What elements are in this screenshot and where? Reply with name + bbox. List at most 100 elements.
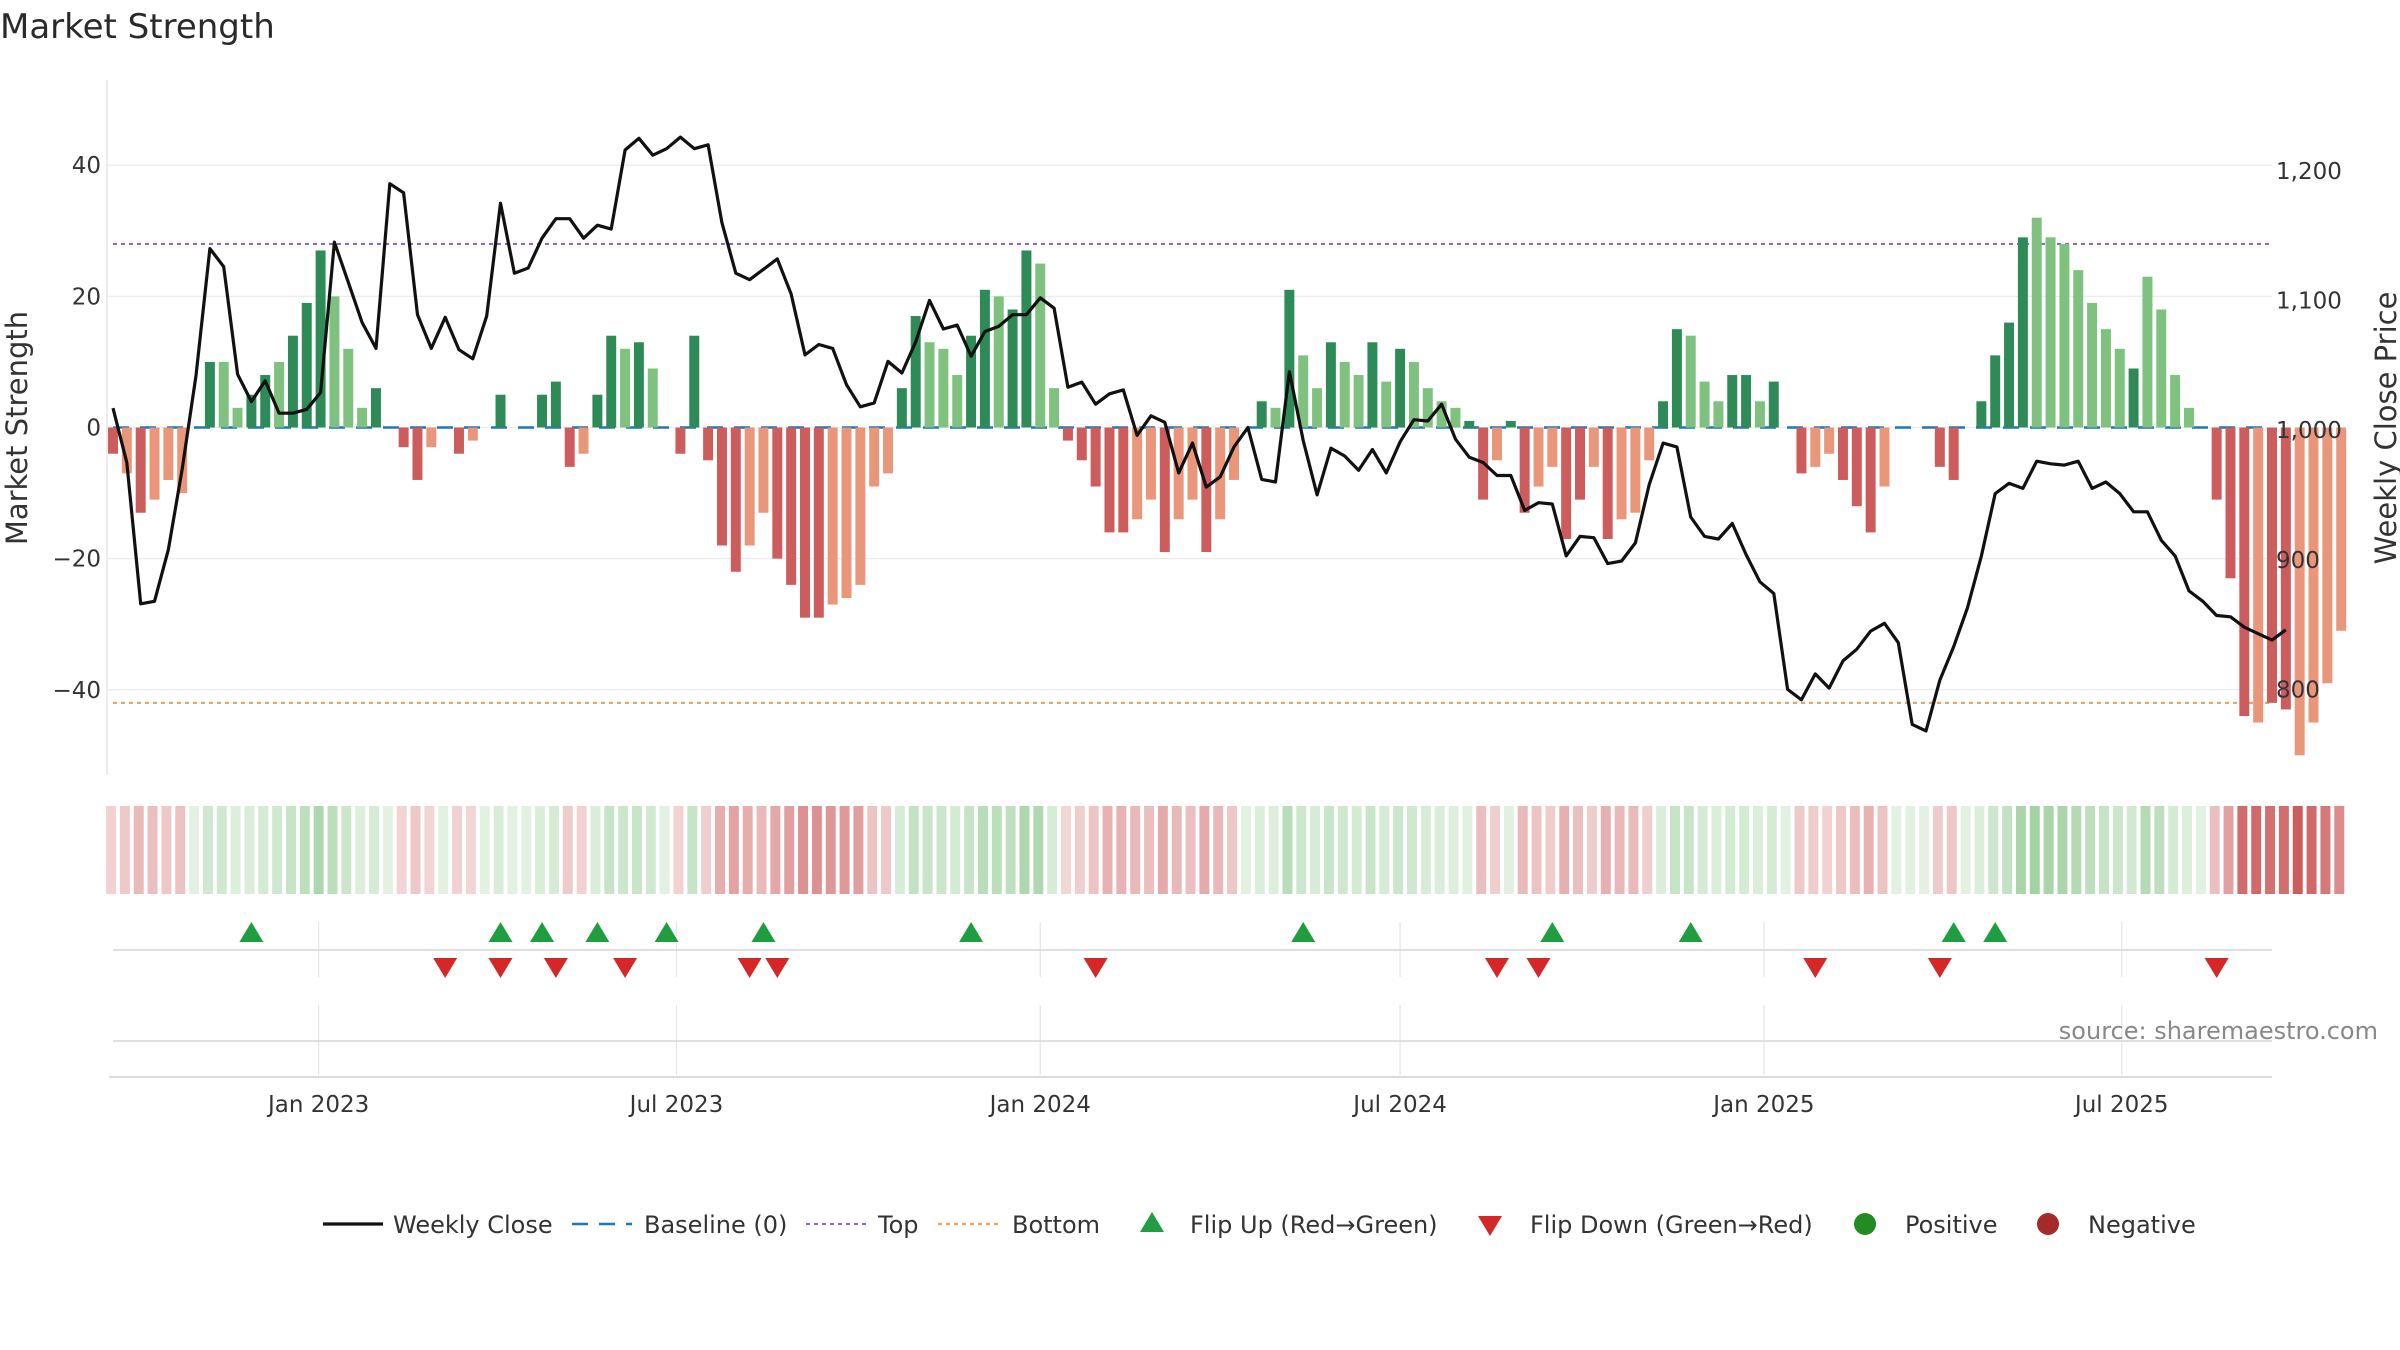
flip-markers: [109, 922, 2272, 1078]
heat-cell: [2195, 806, 2206, 894]
strength-bar: [703, 427, 714, 461]
flip-up-marker: [1678, 922, 1703, 942]
strength-bar: [827, 427, 838, 605]
strength-bar: [1436, 401, 1447, 428]
strength-bar: [924, 342, 935, 428]
x-tick-label: Jul 2024: [1351, 1092, 1447, 1118]
left-tick-label: 20: [72, 284, 101, 310]
strength-bar: [841, 427, 852, 598]
strength-bar: [467, 427, 478, 441]
strength-bar: [1076, 427, 1087, 461]
strength-bar: [772, 427, 783, 559]
strength-bar: [2017, 237, 2028, 428]
heat-cell: [493, 806, 504, 894]
x-tick-label: Jan 2024: [988, 1092, 1091, 1118]
heat-cell: [175, 806, 186, 894]
heat-cell: [576, 806, 587, 894]
heat-cell: [1157, 806, 1168, 894]
heat-cell: [1531, 806, 1542, 894]
heat-cell: [1628, 806, 1639, 894]
heat-cell: [1061, 806, 1071, 894]
strength-bar: [398, 427, 409, 448]
legend-item-negative: Negative: [2037, 1211, 2196, 1239]
axes: 40 20 0 −20 −40 1,200 1,100 1,000 900 800 Jan 2023…: [52, 80, 2342, 1118]
heat-cell: [1725, 806, 1736, 894]
heat-cell: [936, 806, 947, 894]
strength-bar: [1602, 427, 1613, 539]
strength-bar: [2156, 309, 2167, 428]
heat-cell: [1254, 806, 1265, 894]
heat-cell: [1669, 806, 1680, 894]
heat-cell: [216, 806, 227, 894]
strength-bar: [2225, 427, 2236, 579]
flip-up-marker: [1941, 922, 1966, 942]
heat-cell: [1296, 806, 1307, 894]
heat-cell: [1227, 806, 1238, 894]
left-tick-label: 0: [86, 416, 101, 442]
strength-bar: [1049, 388, 1060, 428]
heat-cell: [313, 806, 324, 894]
heat-cell: [1545, 806, 1556, 894]
heat-cell: [2265, 806, 2276, 894]
heat-cell: [1171, 806, 1182, 894]
heat-cell: [1919, 806, 1930, 894]
strength-bar: [2170, 375, 2181, 428]
heat-cell: [161, 806, 172, 894]
heat-cell: [991, 806, 1002, 894]
strength-bar: [1616, 427, 1627, 520]
heat-cell: [1476, 806, 1487, 894]
heat-cell: [1849, 806, 1860, 894]
strength-bar: [1339, 361, 1350, 428]
legend-label: Weekly Close: [393, 1211, 553, 1239]
heat-cell: [1946, 806, 1957, 894]
strength-bar: [2253, 427, 2264, 723]
heat-cell: [1462, 806, 1473, 894]
legend-label: Negative: [2088, 1211, 2196, 1239]
heat-cell: [1240, 806, 1251, 894]
heat-cell: [1019, 806, 1030, 894]
heat-cell: [1573, 806, 1584, 894]
heat-cell: [715, 806, 725, 894]
strength-bar: [675, 427, 686, 454]
heat-cell: [2182, 806, 2193, 894]
strength-bar: [550, 381, 561, 428]
heat-cell: [1642, 806, 1653, 894]
right-tick-label: 1,100: [2276, 288, 2342, 314]
heat-cell: [369, 806, 379, 894]
strength-bar: [1062, 427, 1073, 441]
heat-cell: [410, 806, 421, 894]
flip-up-marker: [1983, 922, 2008, 942]
heat-cell: [1144, 806, 1155, 894]
heat-cell: [881, 806, 892, 894]
heat-cell: [424, 806, 435, 894]
heat-cell: [2071, 806, 2082, 894]
strength-bar: [716, 427, 727, 546]
strength-bar: [1353, 375, 1364, 428]
heat-cell: [258, 806, 269, 894]
strength-bar: [2087, 302, 2098, 428]
strength-bar: [1976, 401, 1987, 428]
flip-down-marker: [613, 958, 638, 978]
heat-cell: [2002, 806, 2013, 894]
heat-cell: [1490, 806, 1501, 894]
heat-cell: [1822, 806, 1833, 894]
right-tick-label: 1,200: [2276, 159, 2342, 185]
strength-bar: [108, 427, 118, 454]
heat-cell: [2126, 806, 2137, 894]
strength-bar: [1201, 427, 1212, 553]
heat-cell: [1088, 806, 1099, 894]
strength-bar: [1298, 355, 1309, 428]
legend-swatch-flip-up: [1140, 1212, 1164, 1232]
heat-cell: [2085, 806, 2096, 894]
heat-cell: [1102, 806, 1113, 894]
strength-bar: [1796, 427, 1807, 474]
heat-cell: [825, 806, 836, 894]
price-line-group: [111, 135, 2287, 733]
strength-bar: [1658, 401, 1669, 428]
heat-cell: [2320, 806, 2331, 894]
strength-bar: [1132, 427, 1143, 520]
strength-bar: [301, 302, 312, 428]
heat-cell: [1282, 806, 1293, 894]
strength-bar: [1699, 381, 1710, 428]
